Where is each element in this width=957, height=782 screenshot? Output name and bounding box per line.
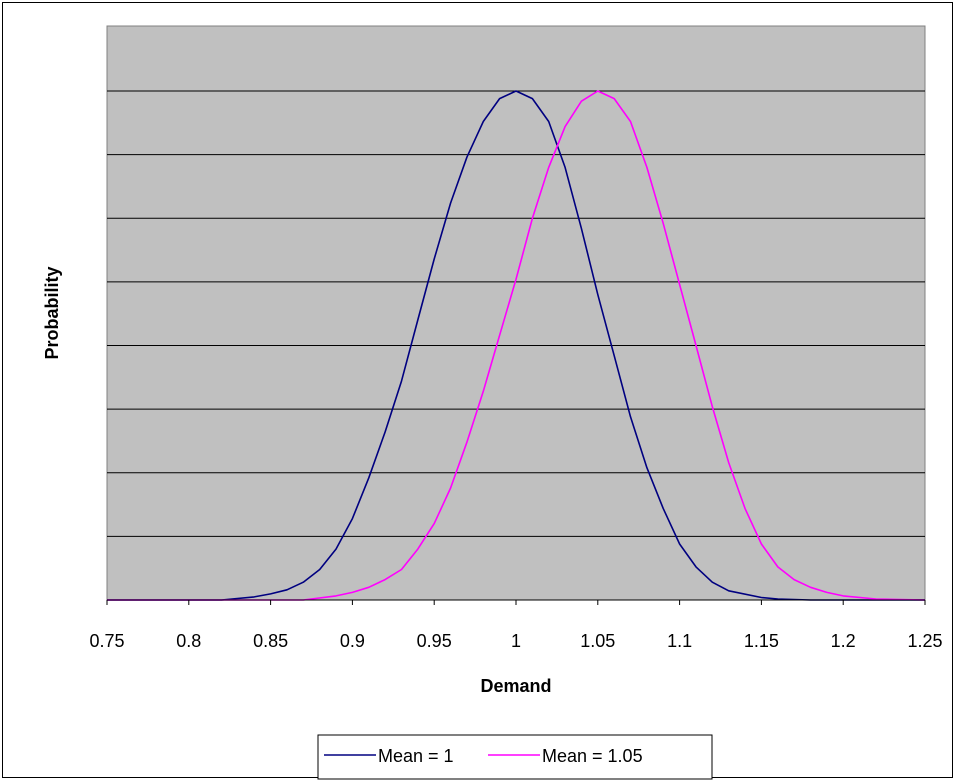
x-tick-label: 1.15 [744, 631, 779, 651]
y-axis-title: Probability [42, 266, 62, 359]
legend-label-mean-1: Mean = 1 [378, 746, 454, 766]
series-layer [107, 90, 926, 601]
legend: Mean = 1 Mean = 1.05 [317, 734, 713, 780]
x-tick-label: 1.05 [580, 631, 615, 651]
x-tick-label: 1 [511, 631, 521, 651]
plot-area [106, 25, 926, 601]
x-tick-label: 0.9 [340, 631, 365, 651]
x-ticks: 0.75 0.8 0.85 0.9 0.95 1 1.05 1.1 1.15 1.2 1.25 [89, 600, 943, 651]
legend-box [317, 734, 713, 780]
legend-label-mean-1-05: Mean = 1.05 [542, 746, 643, 766]
x-axis-title: Demand [480, 676, 551, 696]
x-tick-label: 0.85 [253, 631, 288, 651]
x-tick-label: 0.95 [417, 631, 452, 651]
x-tick-label: 1.1 [667, 631, 692, 651]
x-tick-label: 0.8 [176, 631, 201, 651]
x-tick-label: 0.75 [89, 631, 124, 651]
series-line-mean-1 [107, 90, 925, 601]
series-line-mean-1-05 [107, 90, 926, 601]
x-tick-label: 1.25 [907, 631, 942, 651]
x-tick-label: 1.2 [831, 631, 856, 651]
